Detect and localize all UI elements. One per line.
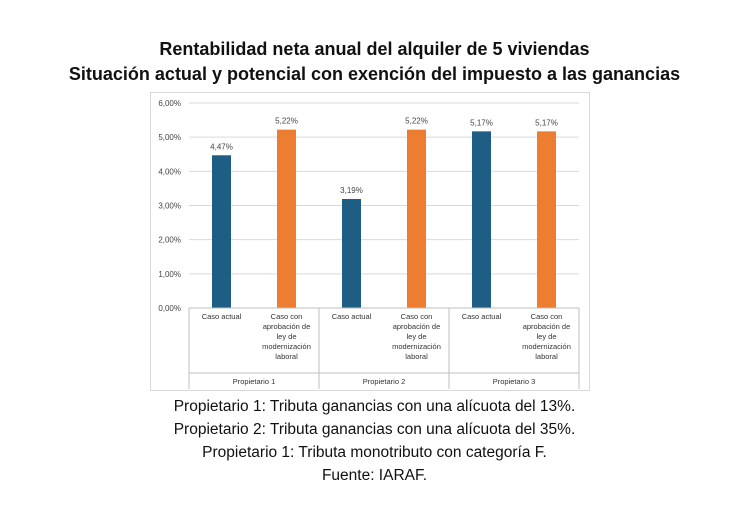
data-label: 3,19% [340,186,363,195]
note-owner-1: Propietario 1: Tributa ganancias con una… [173,398,576,415]
category-label: aprobación de [523,322,571,331]
group-label: Propietario 3 [493,377,536,386]
bar [537,131,556,308]
data-label: 5,22% [405,117,428,126]
y-tick-label: 2,00% [158,236,181,245]
category-label: aprobación de [263,322,311,331]
category-label: Caso con [531,312,563,321]
category-label: laboral [275,352,298,361]
bar [472,131,491,308]
group-label: Propietario 2 [363,377,406,386]
source-note: Fuente: IARAF. [321,467,428,484]
category-label: modernización [522,342,571,351]
bar [407,129,426,308]
category-label: laboral [535,352,558,361]
category-label: modernización [262,342,311,351]
group-label: Propietario 1 [233,377,276,386]
chart-area: 0,00% 1,00% 2,00% 3,00% 4,00% 5,00% 6,00% 4,47%… [150,92,590,391]
category-label: ley de [536,332,556,341]
category-label: ley de [406,332,426,341]
chart-title-line2: Situación actual y potencial con exenció… [68,64,681,84]
data-label: 4,47% [210,142,233,151]
y-tick-label: 5,00% [158,133,181,142]
category-label: Caso con [401,312,433,321]
category-label: ley de [276,332,296,341]
bar [342,199,361,308]
bar [277,129,296,308]
note-owner-2: Propietario 2: Tributa ganancias con una… [173,421,576,438]
y-tick-label: 4,00% [158,167,181,176]
y-tick-label: 1,00% [158,270,181,279]
category-label: Caso actual [462,312,502,321]
category-label: modernización [392,342,441,351]
category-label: Caso con [271,312,303,321]
category-label: Caso actual [202,312,242,321]
y-tick-label: 0,00% [158,304,181,313]
note-owner-3: Propietario 1: Tributa monotributo con c… [202,444,547,461]
y-tick-label: 3,00% [158,202,181,211]
chart-title-line1: Rentabilidad neta anual del alquiler de … [159,39,590,59]
data-label: 5,22% [275,117,298,126]
data-label: 5,17% [535,118,558,127]
category-label: Caso actual [332,312,372,321]
bar-chart: 0,00% 1,00% 2,00% 3,00% 4,00% 5,00% 6,00% 4,47%… [158,99,580,389]
y-tick-label: 6,00% [158,99,181,108]
data-label: 5,17% [470,118,493,127]
bar [212,155,231,308]
category-label: aprobación de [393,322,441,331]
category-label: laboral [405,352,428,361]
